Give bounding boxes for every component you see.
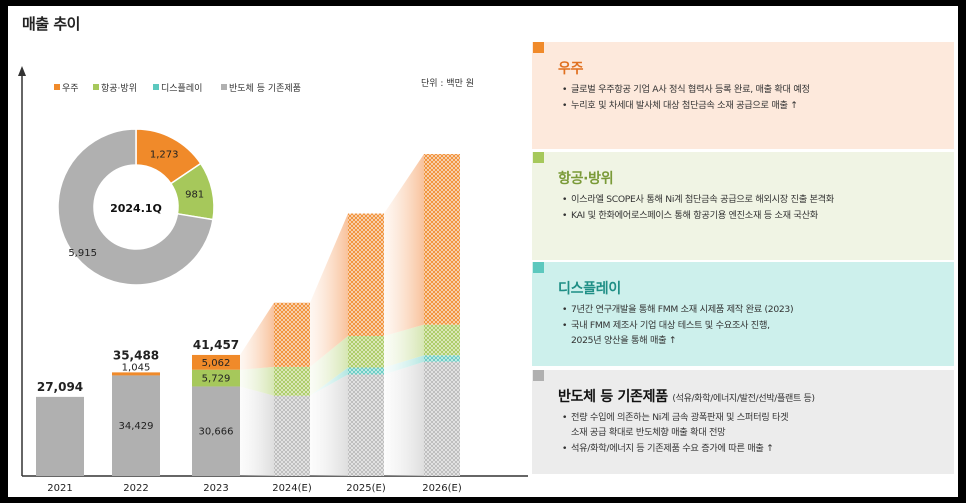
donut-value-label: 981: [185, 190, 204, 201]
bar-aerospace-2023: [192, 369, 240, 387]
y-axis-arrow-icon: [18, 66, 26, 76]
bar-projected-orange-2026(E): [424, 154, 460, 325]
slide: 매출 추이: [8, 6, 958, 497]
revenue-chart: 우주 항공·방위 디스플레이 반도체 등 기존제품 단위 : 백만 원 27,0…: [18, 66, 528, 494]
panel-aerospace-title: 항공·방위: [558, 171, 614, 187]
panel-semiconductor-bullet: 전량 수입에 의존하는 Ni계 금속 광폭판재 및 스퍼터링 타겟 소재 공급 …: [562, 410, 789, 440]
legend-swatch-space: [54, 84, 60, 90]
segment-label: 5,729: [202, 374, 231, 385]
bar-space-2022: [112, 372, 160, 376]
panel-space-bullets: 글로벌 우주항공 기업 A사 정식 협력사 등록 완료, 매출 확대 예정 누리…: [562, 82, 810, 114]
fade-band-orange: [310, 213, 348, 367]
panel-semiconductor-marker: [533, 370, 544, 381]
legend-swatch-aerospace: [93, 84, 99, 90]
fade-band-gray: [384, 361, 424, 476]
fade-band-teal: [310, 367, 348, 396]
panel-display-title: 디스플레이: [558, 281, 621, 297]
legend-label-display: 디스플레이: [161, 83, 202, 94]
panel-aerospace-bullet: 이스라엘 SCOPE사 통해 Ni계 첨단금속 공급으로 해외시장 진출 본격화: [562, 192, 834, 207]
bar-projected-green-2026(E): [424, 324, 460, 356]
legend: 우주 항공·방위 디스플레이 반도체 등 기존제품: [54, 83, 301, 94]
panel-semiconductor-bullet: 석유/화학/에너지 등 기존제품 수요 증가에 따른 매출 ↑: [562, 441, 788, 456]
x-tick-label: 2022: [123, 483, 148, 494]
legend-label-aerospace: 항공·방위: [101, 83, 137, 94]
bar-projected-green-2025(E): [348, 336, 384, 368]
panel-aerospace-bullet: KAI 및 한화에어로스페이스 통해 항공기용 엔진소재 등 소재 국산화: [562, 208, 834, 223]
legend-swatch-semiconductor: [221, 84, 227, 90]
segment-label: 30,666: [199, 427, 234, 438]
panel-display-bullets: 7년간 연구개발을 통해 FMM 소재 시제품 제작 완료 (2023) 국내 …: [562, 302, 794, 349]
bar-space-2023: [192, 354, 240, 370]
bar-projected-gray-2026(E): [424, 361, 460, 476]
legend-label-semiconductor: 반도체 등 기존제품: [229, 83, 301, 94]
panel-display-marker: [533, 262, 544, 273]
bar-semiconductor-2022: [112, 375, 160, 476]
unit-label: 단위 : 백만 원: [421, 78, 474, 89]
total-label: 41,457: [193, 338, 239, 352]
fade-band-gray: [310, 374, 348, 476]
panel-space-bullet: 누리호 및 차세대 발사체 대상 첨단금속 소재 공급으로 매출 ↑: [562, 98, 810, 113]
donut-value-label: 5,915: [68, 248, 97, 259]
bar-projected-green-2024(E): [274, 366, 310, 396]
bar-projected-orange-2024(E): [274, 302, 310, 367]
panel-semiconductor-title-main: 반도체 등 기존제품: [558, 389, 668, 405]
x-tick-labels: 2021 2022 2023 2024(E) 2025(E) 2026(E): [47, 483, 462, 494]
panel-display: 디스플레이 7년간 연구개발을 통해 FMM 소재 시제품 제작 완료 (202…: [532, 262, 954, 366]
panel-space-bullet: 글로벌 우주항공 기업 A사 정식 협력사 등록 완료, 매출 확대 예정: [562, 82, 810, 97]
fade-band-orange: [384, 154, 424, 336]
panel-aerospace: 항공·방위 이스라엘 SCOPE사 통해 Ni계 첨단금속 공급으로 해외시장 …: [532, 152, 954, 260]
bar-semiconductor-2023: [192, 386, 240, 476]
panel-semiconductor-bullets: 전량 수입에 의존하는 Ni계 금속 광폭판재 및 스퍼터링 타겟 소재 공급 …: [562, 410, 789, 457]
panel-aerospace-marker: [533, 152, 544, 163]
fade-band-green: [310, 336, 348, 396]
legend-label-space: 우주: [62, 83, 79, 94]
panel-semiconductor-title: 반도체 등 기존제품 (석유/화학/에너지/발전/선박/플랜트 등): [558, 386, 815, 406]
x-tick-label: 2021: [47, 483, 72, 494]
panel-space-marker: [533, 42, 544, 53]
projection-fades: [240, 154, 424, 476]
panel-space: 우주 글로벌 우주항공 기업 A사 정식 협력사 등록 완료, 매출 확대 예정…: [532, 42, 954, 149]
fade-band-gray: [240, 386, 274, 476]
panel-display-bullet: 국내 FMM 제조사 기업 대상 테스트 및 수요조사 진행, 2025년 양산…: [562, 318, 793, 348]
legend-swatch-display: [153, 84, 159, 90]
fade-band-green: [384, 324, 424, 368]
fade-band-green: [240, 366, 274, 396]
donut-value-label: 1,273: [150, 150, 179, 161]
donut-center-label: 2024.1Q: [110, 202, 162, 215]
x-tick-label: 2024(E): [272, 483, 312, 494]
bar-semiconductor-2021: [36, 396, 84, 476]
total-label: 27,094: [37, 380, 83, 394]
segment-label: 34,429: [119, 421, 154, 432]
panel-semiconductor-subtitle: (석유/화학/에너지/발전/선박/플랜트 등): [672, 394, 815, 404]
bar-projected-teal-2025(E): [348, 367, 384, 375]
panel-semiconductor: 반도체 등 기존제품 (석유/화학/에너지/발전/선박/플랜트 등) 전량 수입…: [532, 370, 954, 474]
x-tick-label: 2026(E): [422, 483, 462, 494]
fade-band-teal: [384, 355, 424, 375]
donut-slice-semiconductor: [57, 128, 214, 286]
segment-label: 1,045: [122, 362, 151, 373]
panel-aerospace-bullets: 이스라엘 SCOPE사 통해 Ni계 첨단금속 공급으로 해외시장 진출 본격화…: [562, 192, 834, 224]
segment-label: 5,062: [202, 358, 231, 369]
donut-chart: 1,273 981 5,915: [57, 128, 215, 286]
bar-projected-gray-2025(E): [348, 374, 384, 476]
panel-space-title: 우주: [558, 61, 584, 77]
panel-display-bullet: 7년간 연구개발을 통해 FMM 소재 시제품 제작 완료 (2023): [562, 302, 794, 317]
fade-band-orange: [240, 302, 274, 370]
bar-projected-teal-2026(E): [424, 355, 460, 362]
x-tick-label: 2023: [203, 483, 228, 494]
bar-projected-gray-2024(E): [274, 395, 310, 476]
x-tick-label: 2025(E): [346, 483, 386, 494]
total-label: 35,488: [113, 348, 159, 362]
bar-projected-orange-2025(E): [348, 213, 384, 336]
page-title: 매출 추이: [22, 15, 80, 33]
